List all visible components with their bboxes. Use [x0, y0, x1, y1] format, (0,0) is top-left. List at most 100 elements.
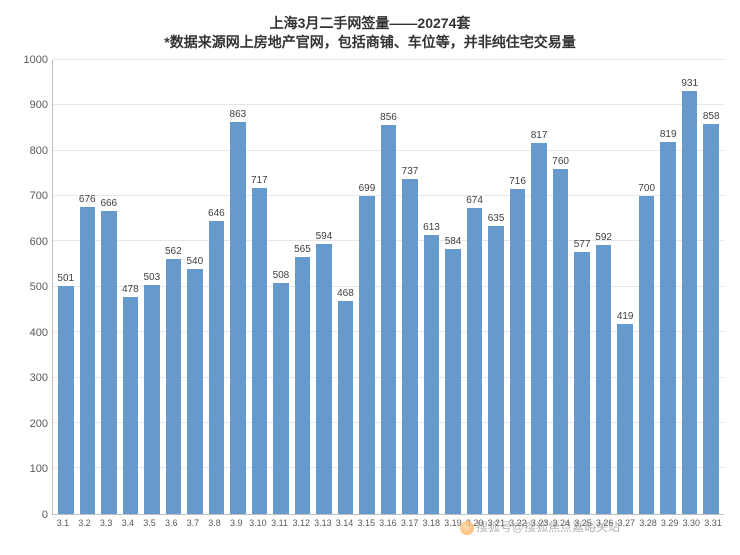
x-tick: 3.5: [139, 518, 161, 528]
bar-value-label: 858: [703, 111, 720, 122]
bar-value-label: 501: [57, 273, 74, 284]
bar: 419: [617, 324, 632, 514]
bar: 863: [230, 122, 245, 514]
bar-slot: 676: [77, 60, 99, 514]
bar-value-label: 419: [617, 311, 634, 322]
x-tick: 3.25: [572, 518, 594, 528]
bar: 737: [402, 179, 417, 514]
x-tick: 3.23: [529, 518, 551, 528]
bar-value-label: 478: [122, 284, 139, 295]
bar-slot: 717: [249, 60, 271, 514]
bar: 501: [58, 286, 73, 513]
bar-value-label: 699: [359, 183, 376, 194]
bar: 613: [424, 235, 439, 513]
bar-slot: 817: [528, 60, 550, 514]
x-tick: 3.9: [225, 518, 247, 528]
y-axis: 01002003004005006007008009001000: [16, 60, 52, 515]
bar-value-label: 817: [531, 130, 548, 141]
x-tick: 3.15: [355, 518, 377, 528]
bar-slot: 819: [657, 60, 679, 514]
bar: 717: [252, 188, 267, 514]
x-tick: 3.24: [550, 518, 572, 528]
bar-slot: 594: [313, 60, 335, 514]
bar-slot: 674: [464, 60, 486, 514]
bar-slot: 858: [700, 60, 722, 514]
x-tick: 3.12: [290, 518, 312, 528]
bar-value-label: 594: [316, 231, 333, 242]
bar-value-label: 565: [294, 244, 311, 255]
bar: 760: [553, 169, 568, 514]
bar: 478: [123, 297, 138, 514]
bar-slot: 863: [227, 60, 249, 514]
bar-slot: 635: [485, 60, 507, 514]
bar-value-label: 737: [402, 166, 419, 177]
chart-title-line2: *数据来源网上房地产官网，包括商铺、车位等，并非纯住宅交易量: [16, 33, 724, 52]
bar-value-label: 613: [423, 222, 440, 233]
x-tick: 3.26: [594, 518, 616, 528]
bar-slot: 700: [636, 60, 658, 514]
bar: 666: [101, 211, 116, 513]
bar-slot: 699: [356, 60, 378, 514]
bar: 565: [295, 257, 310, 514]
y-tick: 1000: [24, 54, 48, 66]
bar: 700: [639, 196, 654, 514]
chart-title-line1: 上海3月二手网签量——20274套: [16, 14, 724, 33]
bar-value-label: 646: [208, 208, 225, 219]
bar: 503: [144, 285, 159, 513]
bar-value-label: 577: [574, 239, 591, 250]
bar-slot: 508: [270, 60, 292, 514]
chart-title: 上海3月二手网签量——20274套 *数据来源网上房地产官网，包括商铺、车位等，…: [16, 14, 724, 52]
x-tick: 3.30: [680, 518, 702, 528]
y-tick: 400: [30, 327, 48, 339]
bar-slot: 478: [120, 60, 142, 514]
bar-slot: 565: [292, 60, 314, 514]
bar-value-label: 562: [165, 246, 182, 257]
bar-value-label: 540: [187, 256, 204, 267]
x-tick: 3.2: [74, 518, 96, 528]
bar: 646: [209, 221, 224, 514]
bar-value-label: 503: [143, 272, 160, 283]
y-tick: 300: [30, 372, 48, 384]
x-tick: 3.14: [334, 518, 356, 528]
bar-slot: 760: [550, 60, 572, 514]
bar-slot: 716: [507, 60, 529, 514]
bar-value-label: 666: [100, 198, 117, 209]
bar: 508: [273, 283, 288, 514]
bar: 468: [338, 301, 353, 513]
bars-container: 5016766664785035625406468637175085655944…: [53, 60, 724, 514]
x-tick: 3.3: [95, 518, 117, 528]
x-tick: 3.11: [269, 518, 291, 528]
bar: 931: [682, 91, 697, 514]
bar: 699: [359, 196, 374, 513]
bar-value-label: 592: [595, 232, 612, 243]
bar-slot: 931: [679, 60, 701, 514]
bar-slot: 613: [421, 60, 443, 514]
bar-value-label: 674: [466, 195, 483, 206]
x-tick: 3.17: [399, 518, 421, 528]
x-tick: 3.27: [615, 518, 637, 528]
bar-slot: 419: [614, 60, 636, 514]
x-tick: 3.7: [182, 518, 204, 528]
bar-slot: 577: [571, 60, 593, 514]
bar-slot: 540: [184, 60, 206, 514]
bar-slot: 503: [141, 60, 163, 514]
bar: 856: [381, 125, 396, 514]
bar-chart: 上海3月二手网签量——20274套 *数据来源网上房地产官网，包括商铺、车位等，…: [0, 0, 740, 555]
bar-value-label: 468: [337, 288, 354, 299]
bar-value-label: 931: [681, 78, 698, 89]
bar-value-label: 856: [380, 112, 397, 123]
bar-value-label: 635: [488, 213, 505, 224]
x-tick: 3.19: [442, 518, 464, 528]
y-tick: 900: [30, 99, 48, 111]
bar-slot: 501: [55, 60, 77, 514]
bar: 594: [316, 244, 331, 514]
bar: 819: [660, 142, 675, 514]
bar-slot: 856: [378, 60, 400, 514]
plot: 5016766664785035625406468637175085655944…: [52, 60, 724, 515]
bar-slot: 584: [442, 60, 464, 514]
bar-slot: 646: [206, 60, 228, 514]
x-axis: 3.13.23.33.43.53.63.73.83.93.103.113.123…: [16, 518, 724, 528]
y-tick: 0: [42, 509, 48, 521]
x-tick: 3.10: [247, 518, 269, 528]
y-tick: 600: [30, 236, 48, 248]
